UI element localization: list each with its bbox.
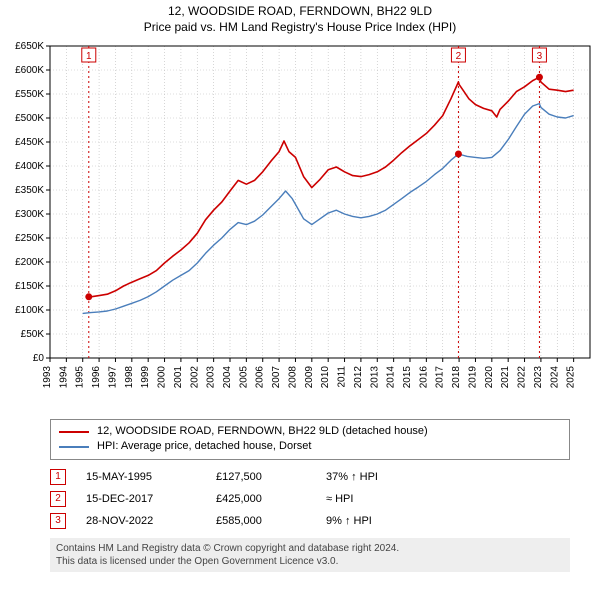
svg-text:2025: 2025 — [566, 366, 577, 389]
svg-text:2019: 2019 — [467, 366, 478, 389]
chart-svg: £0 £50K £100K £150K £200K £250K £300K £350K £400… — [0, 38, 600, 408]
footer-attribution: Contains HM Land Registry data © Crown c… — [50, 538, 570, 572]
transaction-pct: ≈ HPI — [326, 493, 446, 505]
svg-text:£350K: £350K — [15, 185, 44, 196]
chart-legend: 12, WOODSIDE ROAD, FERNDOWN, BH22 9LD (d… — [50, 419, 570, 460]
svg-text:2017: 2017 — [435, 366, 446, 389]
svg-text:2016: 2016 — [418, 366, 429, 389]
svg-text:2004: 2004 — [222, 366, 233, 389]
transactions-table: 1 15-MAY-1995£127,50037% ↑ HPI 2 15-DEC-201… — [50, 466, 570, 532]
svg-text:2008: 2008 — [287, 366, 298, 389]
svg-text:£150K: £150K — [15, 281, 44, 292]
svg-text:£600K: £600K — [15, 65, 44, 76]
transaction-date: 15-MAY-1995 — [86, 471, 216, 483]
transaction-marker: 1 — [50, 469, 66, 485]
svg-text:2020: 2020 — [484, 366, 495, 389]
svg-text:2007: 2007 — [271, 366, 282, 389]
svg-text:2000: 2000 — [157, 366, 168, 389]
svg-text:2009: 2009 — [304, 366, 315, 389]
svg-text:2012: 2012 — [353, 366, 364, 389]
svg-text:£300K: £300K — [15, 209, 44, 220]
svg-text:2001: 2001 — [173, 366, 184, 389]
svg-text:1995: 1995 — [75, 366, 86, 389]
legend-swatch — [59, 431, 89, 433]
svg-text:1993: 1993 — [42, 366, 53, 389]
svg-text:2021: 2021 — [500, 366, 511, 389]
svg-text:1998: 1998 — [124, 366, 135, 389]
svg-text:2005: 2005 — [238, 366, 249, 389]
svg-text:£0: £0 — [33, 353, 45, 364]
legend-swatch — [59, 446, 89, 448]
transaction-pct: 37% ↑ HPI — [326, 471, 446, 483]
svg-text:£250K: £250K — [15, 233, 44, 244]
svg-text:2002: 2002 — [189, 366, 200, 389]
transaction-row: 3 28-NOV-2022£585,0009% ↑ HPI — [50, 510, 570, 532]
svg-text:£650K: £650K — [15, 41, 44, 52]
svg-text:£50K: £50K — [21, 329, 45, 340]
svg-text:2003: 2003 — [206, 366, 217, 389]
page-title: 12, WOODSIDE ROAD, FERNDOWN, BH22 9LD — [0, 4, 600, 18]
transaction-row: 2 15-DEC-2017£425,000≈ HPI — [50, 488, 570, 510]
svg-text:2006: 2006 — [255, 366, 266, 389]
legend-label: 12, WOODSIDE ROAD, FERNDOWN, BH22 9LD (d… — [97, 424, 428, 439]
transaction-date: 15-DEC-2017 — [86, 493, 216, 505]
transaction-price: £425,000 — [216, 493, 326, 505]
transaction-price: £585,000 — [216, 515, 326, 527]
svg-text:2023: 2023 — [533, 366, 544, 389]
svg-text:1994: 1994 — [58, 366, 69, 389]
svg-text:2011: 2011 — [337, 366, 348, 388]
svg-text:2: 2 — [456, 51, 462, 62]
transaction-marker: 3 — [50, 513, 66, 529]
legend-item: 12, WOODSIDE ROAD, FERNDOWN, BH22 9LD (d… — [59, 424, 561, 439]
svg-text:2024: 2024 — [549, 366, 560, 389]
transaction-price: £127,500 — [216, 471, 326, 483]
svg-text:2013: 2013 — [369, 366, 380, 389]
svg-text:£200K: £200K — [15, 257, 44, 268]
svg-text:2014: 2014 — [386, 366, 397, 389]
footer-line-2: This data is licensed under the Open Gov… — [56, 555, 564, 568]
transaction-marker: 2 — [50, 491, 66, 507]
transaction-date: 28-NOV-2022 — [86, 515, 216, 527]
legend-item: HPI: Average price, detached house, Dors… — [59, 439, 561, 454]
svg-text:£550K: £550K — [15, 89, 44, 100]
price-chart: £0 £50K £100K £150K £200K £250K £300K £350K £400… — [0, 38, 600, 411]
svg-text:£500K: £500K — [15, 113, 44, 124]
svg-text:2010: 2010 — [320, 366, 331, 389]
svg-text:3: 3 — [537, 51, 543, 62]
legend-label: HPI: Average price, detached house, Dors… — [97, 439, 311, 454]
svg-text:2022: 2022 — [517, 366, 528, 389]
footer-line-1: Contains HM Land Registry data © Crown c… — [56, 542, 564, 555]
svg-text:1: 1 — [86, 51, 92, 62]
svg-text:1996: 1996 — [91, 366, 102, 389]
svg-text:1997: 1997 — [107, 366, 118, 389]
transaction-row: 1 15-MAY-1995£127,50037% ↑ HPI — [50, 466, 570, 488]
svg-text:£450K: £450K — [15, 137, 44, 148]
svg-text:£400K: £400K — [15, 161, 44, 172]
svg-text:1999: 1999 — [140, 366, 151, 389]
svg-text:2015: 2015 — [402, 366, 413, 389]
svg-text:£100K: £100K — [15, 305, 44, 316]
page-subtitle: Price paid vs. HM Land Registry's House … — [0, 20, 600, 34]
svg-text:2018: 2018 — [451, 366, 462, 389]
transaction-pct: 9% ↑ HPI — [326, 515, 446, 527]
